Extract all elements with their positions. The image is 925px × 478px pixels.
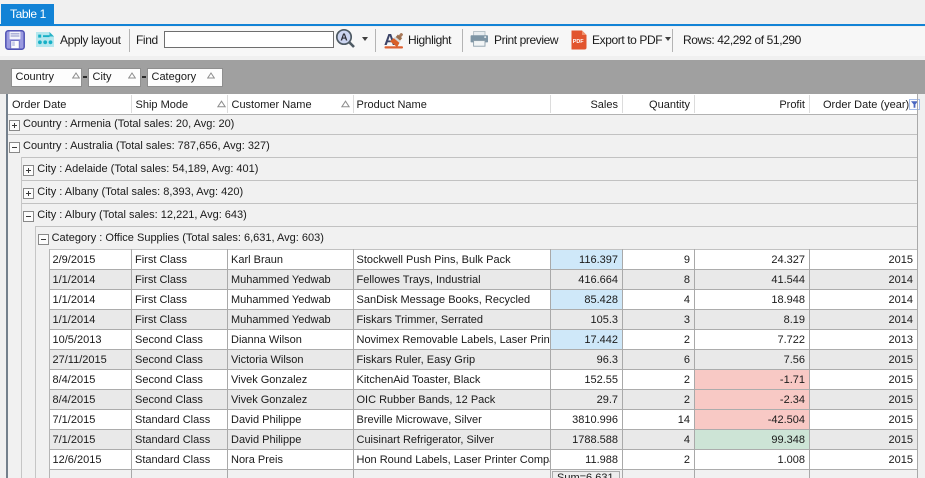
- svg-text:PDF: PDF: [573, 39, 584, 45]
- svg-text:A: A: [340, 33, 347, 44]
- svg-text:A: A: [384, 32, 396, 49]
